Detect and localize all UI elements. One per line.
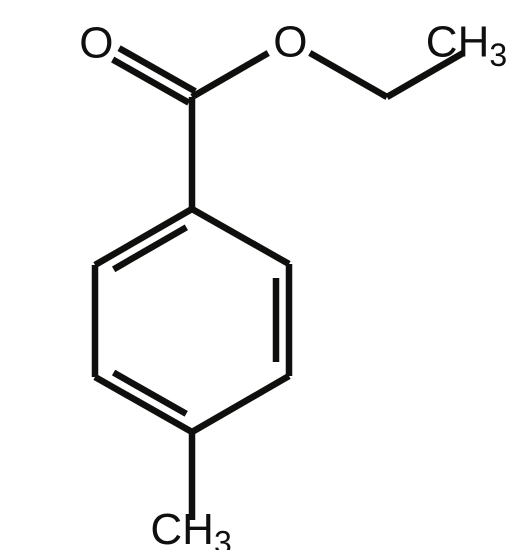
atom-label-o_dbl: O bbox=[79, 18, 113, 67]
bond-ring_c2-ring_c3 bbox=[192, 209, 289, 264]
atom-label-para_ch3: CH3 bbox=[150, 505, 231, 550]
atom-label-eth_ch3: CH3 bbox=[426, 17, 507, 73]
bond-o_sgl-eth_ch2 bbox=[310, 53, 387, 97]
bond-ring_c4-ring_c5 bbox=[192, 376, 289, 432]
molecule-diagram: O O CH3 CH3 bbox=[0, 0, 511, 550]
bond-carbonyl_c-o_sgl bbox=[192, 53, 268, 97]
atom-label-o_sgl: O bbox=[273, 17, 307, 66]
bond-ring_c1-ring_c2-outer bbox=[95, 209, 192, 265]
bond-ring_c5-ring_c6-outer bbox=[95, 377, 192, 432]
